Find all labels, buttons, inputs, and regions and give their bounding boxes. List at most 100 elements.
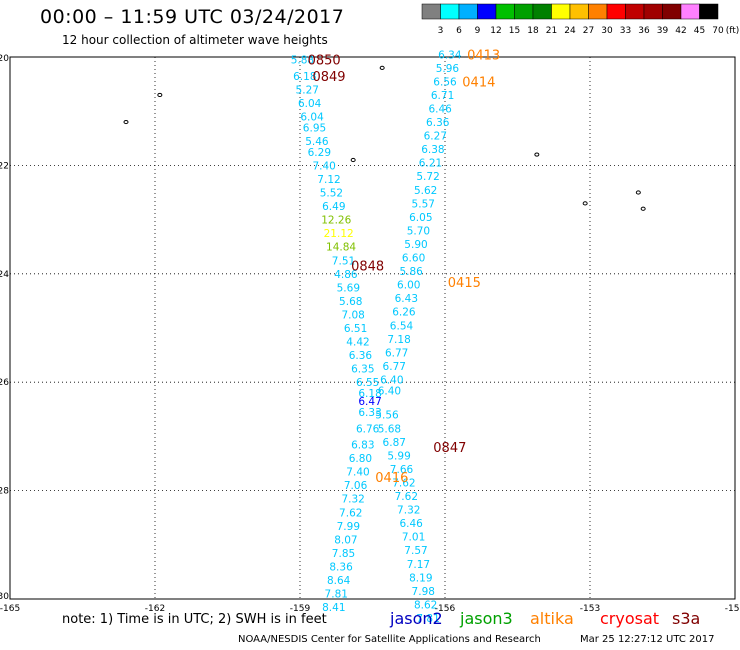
swh-value-track-b: 7.01 [402,532,425,544]
colorbar-tick-label: 36 [638,26,650,36]
legend-altika: altika [530,609,574,628]
swh-value-track-b: 6.46 [399,518,423,530]
colorbar-tick-label: 30 [601,26,613,36]
swh-value-track-a: 8.64 [327,575,351,587]
pass-time-label: 0413 [467,48,500,63]
colorbar-tick-label: 9 [475,26,481,36]
legend-s3a: s3a [672,609,701,628]
island-marker [379,65,385,70]
swh-value-track-a: 6.18 [358,388,381,400]
lon-tick-label: -159 [290,604,311,614]
swh-value-track-a: 14.84 [326,242,356,254]
swh-value-track-b: 6.43 [395,293,418,305]
lat-tick-label: -22 [0,161,9,171]
swh-value-track-a: 6.35 [351,364,374,376]
swh-value-track-b: 6.36 [426,117,450,129]
swh-value-track-a: 21.12 [324,228,354,240]
footer-note: note: 1) Time is in UTC; 2) SWH is in fe… [62,612,327,627]
colorbar-tick-label: 45 [694,26,705,36]
swh-value-track-b: 8.62 [414,599,437,611]
swh-value-track-a: 8.07 [334,534,357,546]
swh-value-track-b: 6.40 [380,374,403,386]
swh-value-track-a: 6.80 [349,453,372,465]
lat-tick-label: -24 [0,270,9,280]
credit-line: NOAA/NESDIS Center for Satellite Applica… [238,634,541,645]
colorbar-tick-label: (ft) [726,26,740,36]
swh-value-track-a: 6.76 [356,423,380,435]
swh-value-track-b: 6.26 [392,307,416,319]
swh-value-track-a: 5.52 [320,188,343,200]
swh-value-track-b: 6.46 [428,103,452,115]
colorbar-tick-label: 18 [527,26,539,36]
island-marker [640,206,646,211]
colorbar-tick-label: 42 [675,26,686,36]
swh-value-track-a: 6.83 [351,440,374,452]
swh-value-track-b: 6.21 [419,158,442,170]
swh-value-track-a: 6.55 [356,377,379,389]
swh-value-track-b: 6.60 [402,253,425,265]
colorbar-tick-label: 33 [620,26,631,36]
swh-value-track-b: 5.99 [387,450,410,462]
swh-value-track-a: 8.41 [322,602,345,614]
swh-value-track-b: 5.57 [412,198,435,210]
swh-value-track-b: 7.17 [407,559,430,571]
swh-value-track-b: 5.72 [416,171,439,183]
swh-value-track-a: 7.81 [325,589,348,601]
swh-value-track-a: 7.85 [332,548,355,560]
swh-value-track-a: 6.51 [344,323,367,335]
swh-value-track-a: 7.32 [341,494,364,506]
swh-value-track-a: 7.99 [337,521,360,533]
legend-jason2: jason2 [390,609,443,628]
swh-value-track-b: 7.57 [404,545,427,557]
lat-tick-label: -20 [0,54,9,64]
island-marker [582,201,588,206]
colorbar-tick-label: 39 [657,26,669,36]
lat-tick-label: -28 [0,487,9,497]
lon-tick-label: -162 [145,604,165,614]
swh-value-track-a: 7.62 [339,507,362,519]
colorbar-tick-label: 24 [564,26,576,36]
swh-value-track-b: 6.71 [431,90,454,102]
swh-value-track-b: 5.86 [399,266,423,278]
colorbar-tick-label: 6 [456,26,462,36]
pass-time-label: 0415 [448,276,481,291]
swh-value-track-b: 6.38 [421,144,444,156]
swh-value-track-b: 7.62 [395,491,418,503]
swh-value-track-b: 5.62 [414,185,437,197]
legend-cryosat: cryosat [600,609,660,628]
swh-value-track-b: 6.34 [438,49,462,61]
pass-time-label: 0848 [351,260,384,275]
island-marker [635,190,641,195]
pass-time-label: 0849 [312,70,345,85]
swh-value-track-a: 6.18 [293,71,316,83]
colorbar-tick-label: 70 [712,26,724,36]
swh-value-track-b: 5.96 [436,63,460,75]
pass-time-label: 0416 [375,471,408,486]
swh-value-track-a: 6.95 [303,122,326,134]
legend-jason3: jason3 [460,609,513,628]
pass-time-label: 0847 [433,441,466,456]
colorbar-tick-label: 15 [509,26,520,36]
swh-value-track-b: 7.81 [416,613,439,625]
swh-value-track-b: 7.62 [392,477,415,489]
island-marker [157,92,163,98]
pass-time-label: 0850 [308,54,341,69]
generation-timestamp: Mar 25 12:27:12 UTC 2017 [580,634,715,645]
swh-value-track-a: 6.36 [349,350,373,362]
swh-value-track-a: 7.51 [332,255,355,267]
island-marker [350,157,356,163]
lon-tick-label: -165 [0,604,20,614]
swh-value-track-b: 7.32 [397,505,420,517]
colorbar-tick-label: 3 [438,26,444,36]
swh-value-track-b: 6.87 [383,437,406,449]
swh-value-track-b: 6.27 [424,131,447,143]
lat-tick-label: -30 [0,592,9,602]
swh-value-track-b: 6.40 [378,385,401,397]
map-frame [9,56,736,600]
swh-value-track-a: 5.69 [337,282,360,294]
colorbar-tick-label: 12 [490,26,501,36]
swh-value-track-b: 7.98 [412,586,435,598]
swh-value-track-a: 7.40 [346,467,369,479]
